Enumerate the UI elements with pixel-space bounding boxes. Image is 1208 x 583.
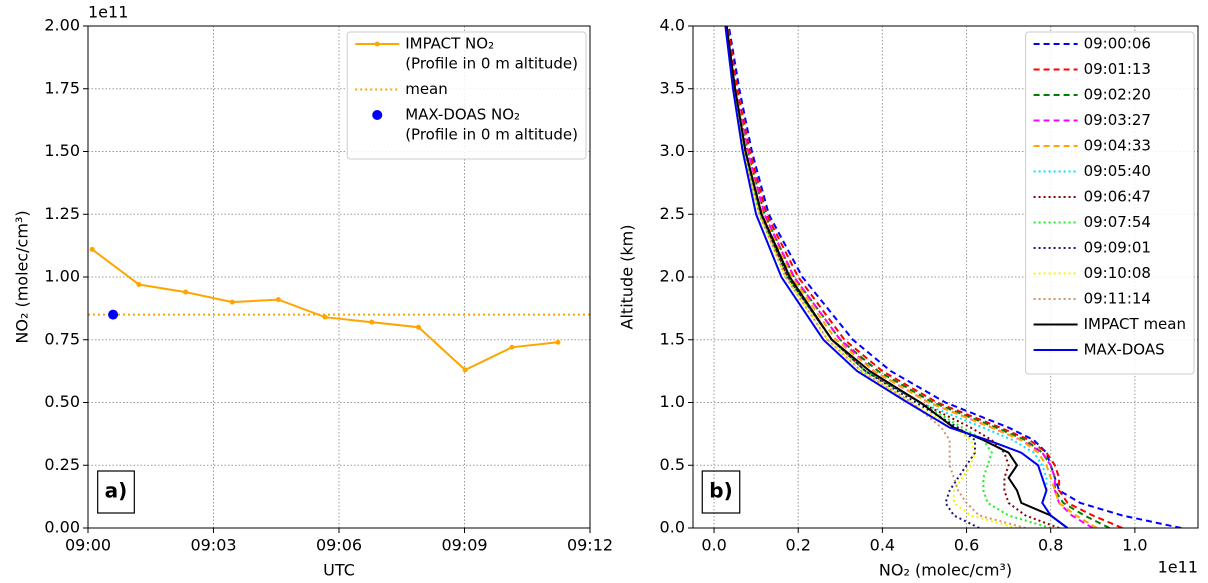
marker [555, 339, 561, 345]
marker [275, 297, 281, 303]
legend-label: mean [405, 80, 448, 98]
x-tick-label: 09:00 [65, 536, 111, 555]
marker [415, 324, 421, 330]
legend-label: 09:03:27 [1084, 111, 1151, 129]
legend-swatch [372, 110, 383, 120]
y-tick-label: 1.50 [44, 141, 80, 160]
panel-label-box [701, 470, 741, 514]
legend-label: 09:07:54 [1084, 213, 1151, 231]
series-line [91, 248, 559, 372]
legend-label: 09:10:08 [1084, 264, 1151, 282]
y-tick-label: 0.25 [44, 455, 80, 474]
legend-box [346, 31, 587, 160]
series-line [724, 26, 980, 528]
legend: 09:00:06 09:01:13 09:02:20 09:03:27 09:04:33… [1025, 31, 1195, 375]
x-axis-label: NO₂ (molec/cm³) [879, 561, 1012, 580]
legend-label: 09:06:47 [1084, 188, 1151, 206]
y-tick-label: 0.75 [44, 329, 80, 348]
marker [322, 314, 328, 320]
panel-label: a) [105, 479, 128, 503]
legend-label: IMPACT NO₂ [405, 35, 494, 53]
marker [136, 282, 142, 288]
series-line [725, 26, 1069, 528]
y-tick-label: 3.0 [660, 141, 685, 160]
marker [89, 246, 95, 252]
plot-area [724, 26, 1182, 528]
legend-label: (Profile in 0 m altitude) [405, 55, 578, 73]
y-tick-label: 1.5 [660, 329, 685, 348]
y-tick-label: 0.00 [44, 518, 80, 537]
panel-label: b) [709, 479, 732, 503]
series-line [724, 26, 1069, 528]
y-tick-label: 4.0 [660, 16, 685, 35]
x-tick-label: 09:06 [316, 536, 362, 555]
x-tick-label: 09:09 [441, 536, 487, 555]
y-tick-label: 0.5 [660, 455, 685, 474]
legend-label: 09:00:06 [1084, 35, 1151, 53]
y-tick-label: 1.00 [44, 267, 80, 286]
y-tick-label: 1.25 [44, 204, 80, 223]
series-line [727, 26, 1182, 528]
marker [183, 289, 189, 295]
y-tick-label: 1.75 [44, 78, 80, 97]
frame [692, 25, 1199, 529]
legend-label: (Profile in 0 m altitude) [405, 126, 578, 144]
x-tick-label: 0.2 [785, 536, 810, 555]
legend-label: 09:11:14 [1084, 290, 1151, 308]
series-line [726, 26, 1123, 528]
frame [87, 25, 591, 529]
y-tick-label: 0.50 [44, 392, 80, 411]
y-tick-label: 2.0 [660, 267, 685, 286]
legend: IMPACT NO₂ (Profile in 0 m altitude) mean M… [346, 31, 587, 160]
marker [108, 309, 119, 320]
series-line [724, 26, 1060, 528]
legend-label: 09:01:13 [1084, 60, 1151, 78]
x-tick-label: 0.8 [1038, 536, 1063, 555]
legend-label: IMPACT mean [1084, 315, 1186, 333]
marker [462, 367, 468, 373]
legend-label: MAX-DOAS NO₂ [405, 106, 520, 124]
series-line [725, 26, 1111, 528]
y-tick-label: 0.0 [660, 518, 685, 537]
legend-box [1025, 31, 1195, 375]
y-tick-label: 2.00 [44, 16, 80, 35]
x-tick-label: 0.0 [701, 536, 726, 555]
y-tick-label: 1.0 [660, 392, 685, 411]
y-axis-label: NO₂ (molec/cm³) [13, 210, 32, 343]
x-tick-label: 09:12 [567, 536, 613, 555]
axis-offset: 1e11 [1158, 558, 1198, 577]
x-tick-label: 09:03 [190, 536, 236, 555]
marker [229, 299, 235, 305]
legend-label: 09:02:20 [1084, 86, 1151, 104]
series-line [724, 26, 1026, 528]
y-axis-label: Altitude (km) [618, 225, 637, 330]
marker [509, 344, 515, 350]
x-axis-label: UTC [323, 561, 355, 580]
legend-swatch [374, 41, 380, 47]
y-tick-label: 2.5 [660, 204, 685, 223]
y-tick-label: 3.5 [660, 78, 685, 97]
legend-label: 09:09:01 [1084, 239, 1151, 257]
x-tick-label: 0.4 [870, 536, 895, 555]
panel-label-box [97, 470, 135, 514]
axis-offset: 1e11 [88, 3, 128, 22]
legend-label: 09:04:33 [1084, 137, 1151, 155]
x-tick-label: 0.6 [954, 536, 979, 555]
legend-label: 09:05:40 [1084, 162, 1151, 180]
legend-label: MAX-DOAS [1084, 341, 1165, 359]
x-tick-label: 1.0 [1122, 536, 1147, 555]
plot-area [88, 246, 590, 373]
marker [369, 319, 375, 325]
